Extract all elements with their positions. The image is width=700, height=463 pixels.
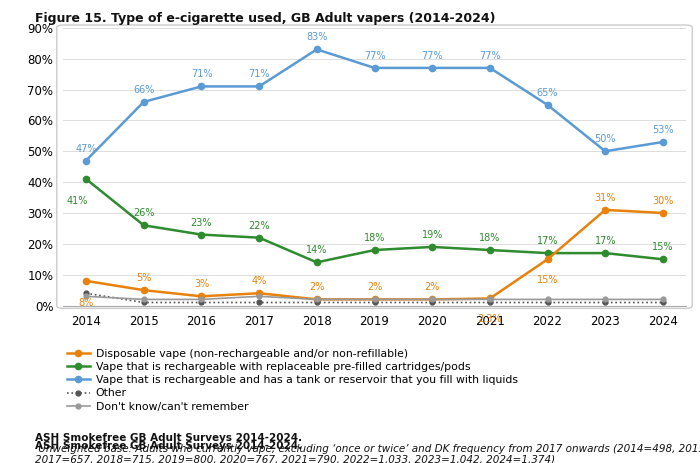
Text: 18%: 18% [480,233,500,243]
Text: 26%: 26% [133,208,155,219]
Text: 15%: 15% [652,242,673,252]
Text: 8%: 8% [78,298,94,307]
Text: 15%: 15% [537,275,559,285]
Text: 47%: 47% [76,144,97,154]
Text: ASH Smokefree GB Adult Surveys 2014-2024. Unweighted base: Adults who currently : ASH Smokefree GB Adult Surveys 2014-2024… [35,418,689,451]
Text: 66%: 66% [133,85,155,95]
Text: Figure 15. Type of e-cigarette used, GB Adult vapers (2014-2024): Figure 15. Type of e-cigarette used, GB … [35,12,496,25]
Text: 19%: 19% [421,230,443,240]
Text: 41%: 41% [67,196,88,206]
Text: 83%: 83% [306,32,328,43]
Text: 71%: 71% [248,69,270,80]
Text: 2%: 2% [309,282,325,293]
Text: 18%: 18% [364,233,385,243]
Text: Unweighted base: Adults who currently vape, excluding ‘once or twice’ and DK fre: Unweighted base: Adults who currently va… [35,444,700,454]
Text: 4%: 4% [251,276,267,286]
Text: 23%: 23% [190,218,212,228]
Text: 17%: 17% [537,236,559,246]
Text: 17%: 17% [594,236,616,246]
Text: 3%: 3% [194,279,209,289]
Text: ASH Smokefree GB Adult Surveys 2014-2024.: ASH Smokefree GB Adult Surveys 2014-2024… [35,433,302,443]
Text: 2%: 2% [367,282,382,293]
Text: 31%: 31% [594,193,616,203]
Text: 71%: 71% [190,69,212,80]
Text: 65%: 65% [537,88,559,98]
Text: ASH Smokefree GB Adult Surveys 2014-2024.: ASH Smokefree GB Adult Surveys 2014-2024… [35,441,302,451]
Text: 77%: 77% [364,51,385,61]
Text: 50%: 50% [594,134,616,144]
Text: 30%: 30% [652,196,673,206]
Text: 53%: 53% [652,125,673,135]
Text: 2.3%: 2.3% [477,314,502,324]
Text: 77%: 77% [479,51,500,61]
Text: 22%: 22% [248,221,270,231]
Text: 2%: 2% [424,282,440,293]
Text: 77%: 77% [421,51,443,61]
Text: 5%: 5% [136,273,151,283]
Text: 2017=657, 2018=715, 2019=800, 2020=767, 2021=790, 2022=1,033, 2023=1,042, 2024=1: 2017=657, 2018=715, 2019=800, 2020=767, … [35,454,555,463]
Legend: Disposable vape (non-rechargeable and/or non-refillable), Vape that is rechargea: Disposable vape (non-rechargeable and/or… [62,344,522,416]
Text: 14%: 14% [306,245,328,256]
